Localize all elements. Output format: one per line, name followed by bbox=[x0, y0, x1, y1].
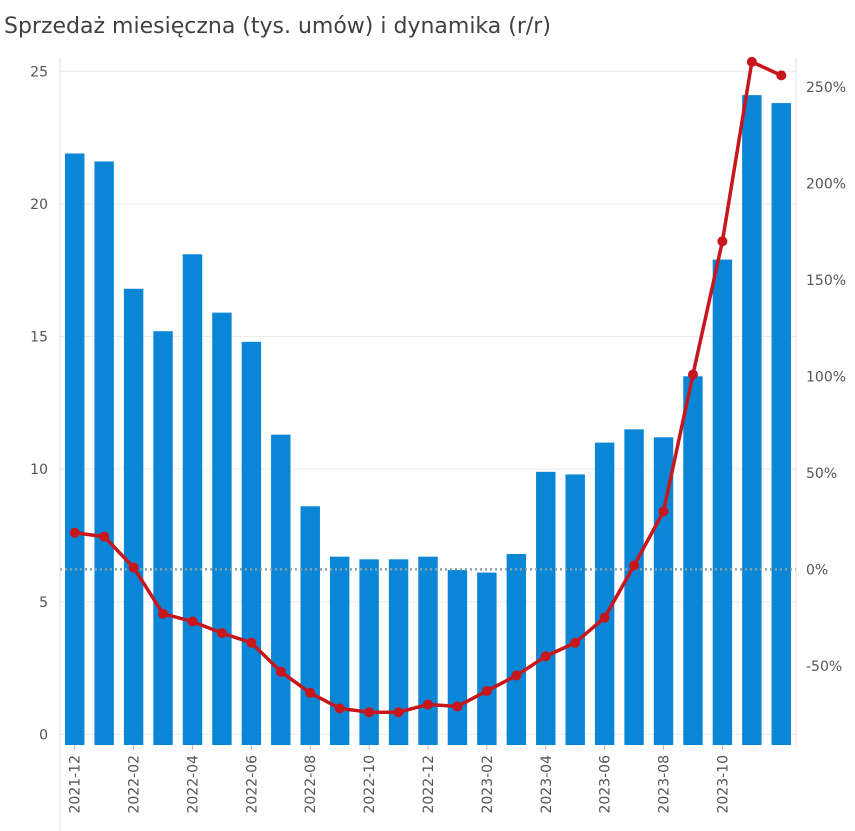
chart-title: Sprzedaż miesięczna (tys. umów) i dynami… bbox=[4, 14, 551, 39]
bar bbox=[241, 341, 262, 745]
x-tick-label: 2022-06 bbox=[244, 755, 260, 814]
line-point bbox=[629, 560, 640, 571]
line-point bbox=[776, 70, 787, 81]
line-point bbox=[246, 637, 257, 648]
line-point bbox=[687, 369, 698, 380]
y-left-tick-label: 5 bbox=[39, 595, 48, 611]
line-point bbox=[423, 699, 433, 710]
y-right-tick-label: 250% bbox=[806, 80, 846, 96]
line-point bbox=[481, 685, 492, 696]
x-tick-label: 2022-12 bbox=[421, 755, 437, 814]
line-point bbox=[511, 670, 522, 681]
bar bbox=[271, 434, 291, 745]
line-point bbox=[570, 637, 581, 648]
bar-series bbox=[65, 95, 791, 746]
line-point bbox=[364, 707, 375, 718]
line-point bbox=[187, 616, 198, 627]
bar bbox=[94, 161, 114, 745]
x-tick-label: 2022-02 bbox=[127, 755, 143, 814]
line-point bbox=[305, 687, 316, 698]
bar bbox=[300, 506, 320, 745]
bar bbox=[506, 554, 527, 745]
y-left-tick-label: 0 bbox=[39, 727, 48, 743]
bar bbox=[123, 288, 144, 745]
bar bbox=[359, 559, 379, 745]
line-point bbox=[717, 236, 728, 247]
bar bbox=[624, 429, 644, 745]
x-tick-label: 2022-04 bbox=[185, 755, 201, 814]
line-point bbox=[540, 651, 551, 662]
y-right-tick-label: 200% bbox=[806, 176, 846, 192]
y-right-tick-label: 50% bbox=[806, 466, 837, 482]
bar bbox=[536, 471, 556, 745]
bar bbox=[653, 437, 674, 745]
line-point bbox=[452, 701, 463, 712]
bar bbox=[388, 559, 409, 745]
x-tick-label: 2023-08 bbox=[657, 755, 673, 814]
line-point bbox=[599, 612, 610, 623]
bar bbox=[477, 572, 497, 745]
bar bbox=[594, 442, 615, 745]
x-tick-label: 2022-10 bbox=[362, 755, 378, 814]
y-right-tick-label: -50% bbox=[806, 659, 842, 675]
bar bbox=[565, 474, 585, 745]
line-point bbox=[99, 531, 110, 542]
line-point bbox=[275, 666, 286, 677]
bar bbox=[771, 103, 791, 746]
bar bbox=[447, 569, 468, 745]
line-point bbox=[69, 527, 80, 538]
bar bbox=[742, 95, 762, 745]
line-point bbox=[128, 562, 139, 573]
x-tick-label: 2023-04 bbox=[539, 755, 555, 814]
line-point bbox=[216, 628, 227, 639]
x-tick-label: 2023-10 bbox=[715, 755, 731, 814]
y-right-tick-label: 100% bbox=[806, 369, 846, 385]
y-right-tick-label: 0% bbox=[806, 562, 828, 578]
bar bbox=[329, 556, 350, 745]
x-tick-label: 2022-08 bbox=[303, 755, 319, 814]
line-point bbox=[746, 56, 757, 67]
y-left-tick-label: 20 bbox=[30, 197, 48, 213]
bar bbox=[182, 254, 203, 746]
y-left-tick-label: 25 bbox=[30, 64, 48, 80]
y-left-tick-label: 10 bbox=[30, 462, 48, 478]
y-left-tick-label: 15 bbox=[30, 330, 48, 346]
bar bbox=[418, 556, 438, 745]
bar bbox=[683, 376, 703, 745]
line-point bbox=[334, 703, 345, 714]
line-series bbox=[69, 56, 787, 718]
line-point bbox=[158, 608, 169, 619]
bar bbox=[712, 259, 733, 745]
bar bbox=[153, 331, 173, 745]
y-right-tick-label: 150% bbox=[806, 273, 846, 289]
x-tick-label: 2023-02 bbox=[480, 755, 496, 814]
bar bbox=[212, 312, 232, 745]
x-tick-label: 2023-06 bbox=[598, 755, 614, 814]
bar bbox=[65, 153, 85, 745]
line-point bbox=[658, 506, 669, 517]
x-tick-label: 2021-12 bbox=[68, 755, 84, 814]
axes: 0 5 10 15 20 25 -50% 0% 50% 100% 150% 200% 250% 2021-… bbox=[30, 58, 846, 831]
line-point bbox=[393, 707, 404, 718]
